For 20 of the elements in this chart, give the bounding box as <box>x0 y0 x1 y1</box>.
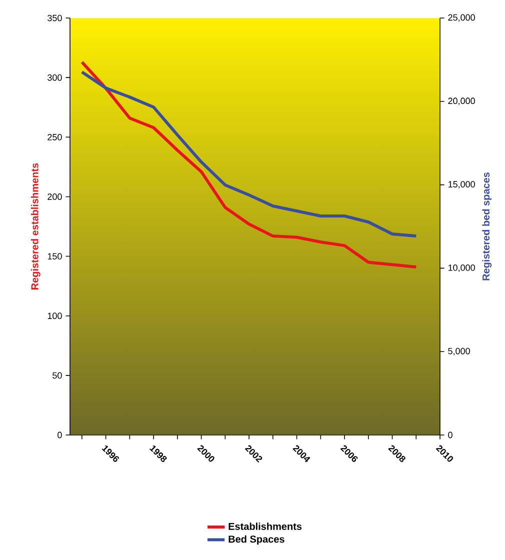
y2-tick-label: 10,000 <box>448 264 475 272</box>
y2-tick-label: 25,000 <box>448 14 475 22</box>
y2-tick-label: 5,000 <box>448 348 470 356</box>
y-axis-title: Registered establishments <box>30 163 40 290</box>
line-series <box>80 70 418 238</box>
y2-axis-title: Registered bed spaces <box>482 172 492 280</box>
y-tick-label: 100 <box>48 312 62 320</box>
y-tick-label: 350 <box>48 14 62 22</box>
legend-label: Bed Spaces <box>228 535 284 545</box>
y-tick-label: 200 <box>48 194 62 200</box>
line-series <box>80 60 418 269</box>
legend-label: Establishments <box>228 522 302 530</box>
y2-tick-label: 0 <box>448 432 452 438</box>
y-tick-label: 300 <box>48 74 62 81</box>
y-tick-label: 50 <box>52 372 62 379</box>
y-tick-label: 250 <box>48 134 62 140</box>
y-tick-label: 150 <box>48 253 62 260</box>
y2-tick-label: 15,000 <box>448 181 475 189</box>
y-tick-label: 0 <box>58 432 62 438</box>
y2-tick-label: 20,000 <box>448 98 475 106</box>
